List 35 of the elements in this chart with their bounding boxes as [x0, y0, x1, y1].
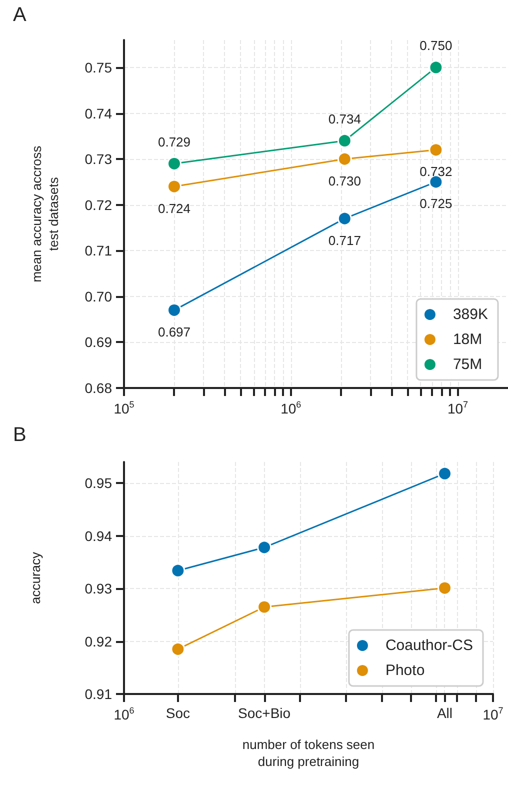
y-tick-label: 0.74	[84, 105, 112, 122]
data-label: 0.729	[158, 134, 191, 150]
x-tick-label: Soc+Bio	[238, 705, 291, 721]
y-tick-label: 0.94	[84, 528, 112, 544]
x-tick-label: Soc	[166, 705, 190, 721]
y-tick-label: 0.93	[84, 580, 112, 597]
y-tick-label: 0.92	[84, 633, 112, 650]
chart-title: B	[13, 424, 26, 446]
y-tick-label: 0.70	[84, 288, 112, 304]
data-label: 0.717	[328, 232, 361, 248]
y-axis-title: accuracy	[28, 551, 43, 604]
legend-label: 389K	[452, 306, 488, 323]
data-label: 0.732	[420, 164, 452, 180]
y-tick-label: 0.91	[84, 686, 112, 702]
y-tick-label: 0.75	[84, 59, 112, 76]
y-axis-title: mean accuracy accross test datasets	[29, 145, 61, 282]
data-label: 0.724	[158, 200, 191, 216]
y-tick-label: 0.95	[84, 475, 112, 492]
legend-label: Photo	[385, 662, 425, 679]
data-label: 0.734	[328, 111, 361, 126]
data-label: 0.730	[328, 173, 361, 188]
legend-label: 75M	[452, 356, 482, 373]
x-tick-label: All	[436, 705, 453, 721]
y-tick-label: 0.73	[84, 151, 112, 168]
legend-label: 18M	[452, 331, 482, 348]
data-label: 0.750	[420, 38, 452, 54]
y-tick-label: 0.72	[84, 196, 112, 213]
data-label: 0.697	[158, 324, 191, 340]
y-tick-label: 0.68	[84, 380, 112, 396]
x-axis-title: number of tokens seen during pretraining	[242, 737, 375, 769]
chart-title: A	[13, 4, 27, 26]
y-tick-label: 0.69	[84, 334, 112, 350]
y-tick-label: 0.71	[84, 242, 112, 259]
legend-label: Coauthor-CS	[385, 637, 474, 654]
data-label: 0.725	[420, 196, 452, 212]
